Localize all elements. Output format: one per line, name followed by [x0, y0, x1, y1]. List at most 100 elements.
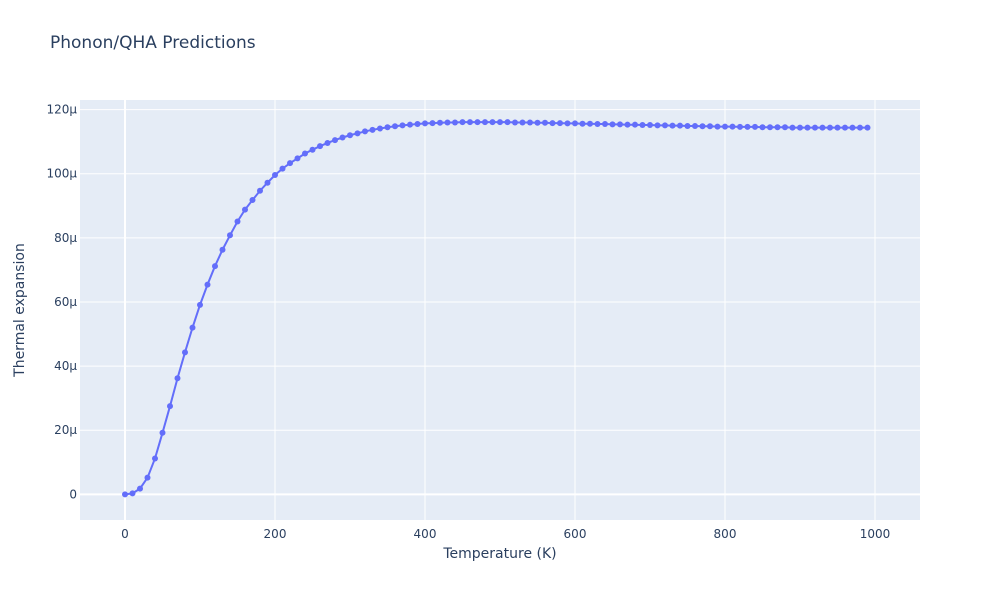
data-point[interactable]: [219, 246, 226, 253]
data-point[interactable]: [759, 124, 766, 131]
data-point[interactable]: [437, 119, 443, 126]
data-point[interactable]: [497, 119, 503, 126]
data-point[interactable]: [347, 132, 353, 139]
data-point[interactable]: [542, 119, 548, 126]
data-point[interactable]: [332, 137, 338, 144]
data-point[interactable]: [377, 125, 383, 132]
data-point[interactable]: [309, 146, 316, 153]
data-point[interactable]: [549, 120, 556, 127]
data-point[interactable]: [362, 128, 368, 135]
data-point[interactable]: [137, 485, 143, 492]
data-point[interactable]: [834, 124, 841, 131]
data-point[interactable]: [632, 121, 638, 128]
data-point[interactable]: [564, 120, 571, 127]
data-point[interactable]: [827, 124, 833, 131]
data-point[interactable]: [677, 122, 683, 129]
data-point[interactable]: [782, 124, 788, 131]
data-point[interactable]: [324, 139, 331, 146]
data-point[interactable]: [572, 120, 578, 127]
data-point[interactable]: [444, 119, 451, 126]
data-point[interactable]: [602, 121, 608, 128]
data-point[interactable]: [354, 130, 361, 137]
data-point[interactable]: [204, 281, 211, 288]
data-point[interactable]: [317, 143, 323, 150]
data-point[interactable]: [384, 124, 391, 131]
data-point[interactable]: [482, 119, 488, 126]
data-point[interactable]: [414, 121, 421, 128]
data-point[interactable]: [234, 218, 241, 225]
data-point[interactable]: [182, 349, 188, 356]
data-point[interactable]: [737, 123, 743, 130]
data-point[interactable]: [647, 122, 653, 129]
data-point[interactable]: [609, 121, 616, 128]
data-point[interactable]: [152, 455, 158, 462]
data-point[interactable]: [849, 124, 856, 131]
data-point[interactable]: [489, 119, 496, 126]
data-point[interactable]: [774, 124, 781, 131]
data-point[interactable]: [197, 301, 203, 308]
data-point[interactable]: [842, 124, 848, 131]
data-point[interactable]: [407, 121, 413, 128]
data-point[interactable]: [264, 179, 271, 186]
data-point[interactable]: [227, 232, 233, 239]
data-point[interactable]: [519, 119, 526, 126]
data-point[interactable]: [212, 263, 218, 270]
data-point[interactable]: [714, 123, 721, 130]
data-point[interactable]: [857, 124, 863, 131]
data-point[interactable]: [729, 123, 736, 130]
data-point[interactable]: [864, 124, 871, 131]
data-point[interactable]: [242, 206, 248, 213]
data-point[interactable]: [422, 120, 428, 127]
data-point[interactable]: [294, 155, 301, 162]
data-point[interactable]: [527, 119, 533, 126]
data-point[interactable]: [669, 122, 676, 129]
data-point[interactable]: [369, 126, 376, 133]
data-point[interactable]: [804, 124, 811, 131]
data-point[interactable]: [399, 122, 406, 129]
data-point[interactable]: [692, 122, 698, 129]
data-point[interactable]: [534, 119, 541, 126]
data-point[interactable]: [594, 121, 601, 128]
data-point[interactable]: [122, 491, 128, 498]
data-point[interactable]: [617, 121, 623, 128]
data-point[interactable]: [467, 119, 473, 126]
data-point[interactable]: [722, 123, 728, 130]
data-point[interactable]: [174, 375, 181, 382]
data-point[interactable]: [287, 160, 293, 167]
data-point[interactable]: [707, 123, 713, 130]
data-point[interactable]: [819, 124, 826, 131]
data-point[interactable]: [257, 187, 263, 194]
data-point[interactable]: [639, 122, 646, 129]
data-point[interactable]: [129, 490, 136, 497]
data-point[interactable]: [459, 119, 466, 126]
data-point[interactable]: [624, 121, 631, 128]
data-point[interactable]: [167, 403, 173, 410]
data-point[interactable]: [797, 124, 803, 131]
data-point[interactable]: [189, 324, 196, 331]
data-point[interactable]: [752, 123, 758, 130]
data-point[interactable]: [302, 150, 308, 157]
data-point[interactable]: [474, 119, 481, 126]
data-point[interactable]: [587, 120, 593, 127]
data-point[interactable]: [662, 122, 668, 129]
data-point[interactable]: [249, 197, 256, 204]
data-point[interactable]: [744, 123, 751, 130]
data-point[interactable]: [654, 122, 661, 129]
data-point[interactable]: [452, 119, 458, 126]
data-point[interactable]: [699, 123, 706, 130]
data-point[interactable]: [429, 120, 436, 127]
data-point[interactable]: [339, 134, 346, 141]
data-point[interactable]: [767, 124, 773, 131]
data-point[interactable]: [684, 122, 691, 129]
data-point[interactable]: [504, 119, 511, 126]
data-point[interactable]: [557, 120, 563, 127]
data-point[interactable]: [392, 123, 398, 130]
data-point[interactable]: [144, 474, 151, 481]
data-point[interactable]: [279, 165, 286, 172]
data-point[interactable]: [579, 120, 586, 127]
data-point[interactable]: [512, 119, 518, 126]
data-point[interactable]: [789, 124, 796, 131]
data-point[interactable]: [272, 172, 278, 179]
data-point[interactable]: [812, 124, 818, 131]
